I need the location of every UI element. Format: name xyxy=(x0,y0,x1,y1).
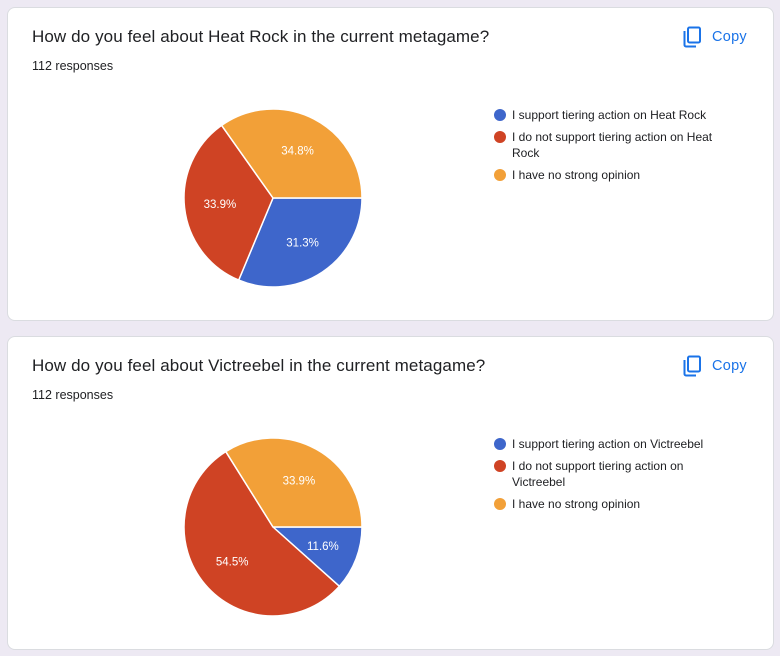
question-card-heat-rock: How do you feel about Heat Rock in the c… xyxy=(7,7,774,321)
chart-legend: I support tiering action on Victreebel I … xyxy=(494,436,734,518)
copy-icon xyxy=(683,26,701,48)
chart-legend: I support tiering action on Heat Rock I d… xyxy=(494,107,734,189)
pie-chart: 11.6% 54.5% 33.9% xyxy=(183,437,363,617)
question-title: How do you feel about Heat Rock in the c… xyxy=(32,27,490,46)
legend-item[interactable]: I support tiering action on Heat Rock xyxy=(494,107,734,123)
legend-color-dot xyxy=(494,498,506,510)
slice-percentage-label: 31.3% xyxy=(286,237,319,249)
legend-label: I support tiering action on Heat Rock xyxy=(512,108,707,122)
pie-slice[interactable] xyxy=(272,526,363,588)
legend-color-dot xyxy=(494,169,506,181)
response-count: 112 responses xyxy=(32,388,114,402)
legend-item[interactable]: I do not support tiering action on Victr… xyxy=(494,458,734,490)
legend-item[interactable]: I do not support tiering action on Heat … xyxy=(494,129,734,161)
pie-slice[interactable] xyxy=(225,437,363,528)
legend-color-dot xyxy=(494,131,506,143)
slice-percentage-label: 33.9% xyxy=(283,475,316,487)
copy-chart-button[interactable]: Copy xyxy=(682,23,747,51)
copy-icon xyxy=(683,355,701,377)
pie-slice[interactable] xyxy=(237,197,363,288)
question-title: How do you feel about Victreebel in the … xyxy=(32,356,486,375)
legend-label: I have no strong opinion xyxy=(512,497,641,511)
slice-percentage-label: 54.5% xyxy=(216,556,249,568)
legend-label: I support tiering action on Victreebel xyxy=(512,437,704,451)
pie-slice[interactable] xyxy=(183,124,274,281)
legend-color-dot xyxy=(494,109,506,121)
pie-slice[interactable] xyxy=(220,108,363,199)
copy-chart-button[interactable]: Copy xyxy=(682,352,747,380)
pie-slice[interactable] xyxy=(183,450,341,617)
copy-button-label: Copy xyxy=(711,358,747,374)
copy-button-label: Copy xyxy=(711,29,747,45)
slice-percentage-label: 33.9% xyxy=(204,199,237,211)
legend-item[interactable]: I have no strong opinion xyxy=(494,496,734,512)
question-card-victreebel: How do you feel about Victreebel in the … xyxy=(7,336,774,650)
legend-label: I have no strong opinion xyxy=(512,168,641,182)
response-count: 112 responses xyxy=(32,59,114,73)
slice-percentage-label: 11.6% xyxy=(307,541,339,553)
slice-percentage-label: 34.8% xyxy=(281,146,314,158)
legend-label: I do not support tiering action on Victr… xyxy=(512,459,684,489)
legend-label: I do not support tiering action on Heat … xyxy=(512,130,713,160)
legend-color-dot xyxy=(494,438,506,450)
legend-color-dot xyxy=(494,460,506,472)
legend-item[interactable]: I have no strong opinion xyxy=(494,167,734,183)
legend-item[interactable]: I support tiering action on Victreebel xyxy=(494,436,734,452)
pie-chart: 31.3% 33.9% 34.8% xyxy=(183,108,363,288)
